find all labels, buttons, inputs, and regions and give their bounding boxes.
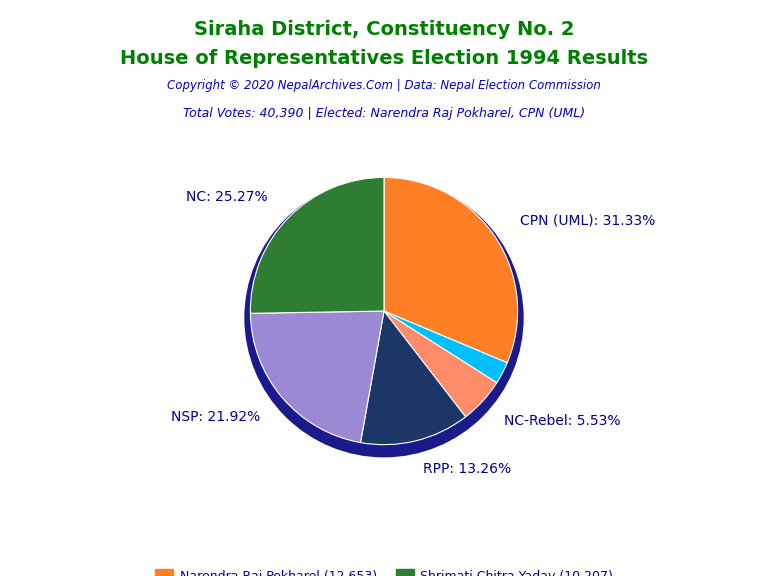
Text: Total Votes: 40,390 | Elected: Narendra Raj Pokharel, CPN (UML): Total Votes: 40,390 | Elected: Narendra …	[183, 107, 585, 120]
Legend: Narendra Raj Pokharel (12,653), Kedar Nath Yadav (8,852), Manindra Ranjan B. (2,: Narendra Raj Pokharel (12,653), Kedar Na…	[150, 564, 618, 576]
Wedge shape	[360, 311, 465, 445]
Wedge shape	[250, 311, 384, 442]
Text: House of Representatives Election 1994 Results: House of Representatives Election 1994 R…	[120, 49, 648, 68]
Text: Copyright © 2020 NepalArchives.Com | Data: Nepal Election Commission: Copyright © 2020 NepalArchives.Com | Dat…	[167, 79, 601, 93]
Text: NC: 25.27%: NC: 25.27%	[186, 190, 268, 204]
Text: NC-Rebel: 5.53%: NC-Rebel: 5.53%	[505, 414, 621, 428]
Ellipse shape	[245, 179, 523, 457]
Wedge shape	[384, 311, 497, 417]
Text: RPP: 13.26%: RPP: 13.26%	[422, 463, 511, 476]
Wedge shape	[384, 177, 518, 363]
Wedge shape	[250, 177, 384, 313]
Text: Siraha District, Constituency No. 2: Siraha District, Constituency No. 2	[194, 20, 574, 39]
Wedge shape	[384, 311, 507, 383]
Text: CPN (UML): 31.33%: CPN (UML): 31.33%	[520, 214, 655, 228]
Text: NSP: 21.92%: NSP: 21.92%	[170, 410, 260, 424]
